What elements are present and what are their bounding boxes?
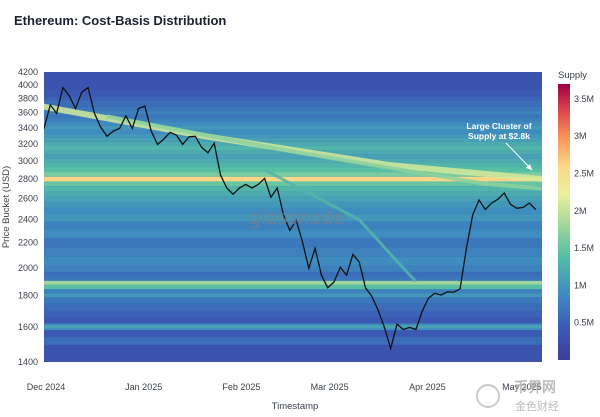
cluster-trail: [106, 114, 542, 191]
heatmap-band: [44, 100, 542, 104]
heatmap-band: [44, 93, 542, 97]
heatmap-band: [44, 265, 542, 272]
x-tick-label: Feb 2025: [222, 382, 260, 392]
heatmap-band: [44, 167, 542, 173]
corner-logo-subtext: 金色财经: [515, 399, 559, 413]
heatmap-band: [44, 110, 542, 115]
x-axis-ticks: Dec 2024 Jan 2025 Feb 2025 Mar 2025 Apr 2025…: [27, 382, 542, 392]
y-axis-ticks: 1400 1600 1800 2000 2200 2400 2600 2800 3000 3200…: [18, 67, 38, 367]
heatmap-band: [44, 129, 542, 134]
heatmap-band: [44, 137, 542, 142]
y-tick-label: 2200: [18, 238, 38, 248]
heatmap-stripe: [44, 177, 542, 181]
heatmap-band: [44, 293, 542, 298]
cluster-trail: [263, 168, 417, 283]
heatmap-band: [44, 122, 542, 126]
y-tick-label: 2000: [18, 263, 38, 273]
y-tick-label: 3400: [18, 123, 38, 133]
heatmap-band: [44, 344, 542, 362]
eth-price-line: [44, 86, 537, 351]
heatmap-band: [44, 114, 542, 119]
colorbar-tick-label: 0.5M: [574, 318, 594, 328]
heatmap-band: [44, 125, 542, 130]
heatmap-band: [44, 289, 542, 294]
y-tick-label: 1800: [18, 291, 38, 301]
heatmap-band: [44, 107, 542, 111]
colorbar-ticks: 0.5M 1M 1.5M 2M 2.5M 3M 3.5M: [574, 94, 594, 328]
heatmap-band: [44, 310, 542, 318]
heatmap-band: [44, 103, 542, 108]
y-tick-label: 3000: [18, 156, 38, 166]
y-tick-label: 3600: [18, 108, 38, 118]
colorbar-tick-label: 1M: [574, 280, 587, 290]
corner-logo-text: 币界网: [514, 380, 556, 396]
heatmap-band: [44, 72, 542, 87]
heatmap-band: [44, 214, 542, 222]
chart-title: Ethereum: Cost-Basis Distribution: [14, 13, 227, 28]
x-tick-label: May 2025: [502, 382, 542, 392]
heatmap-band: [44, 330, 542, 337]
heatmap-band: [44, 172, 542, 177]
heatmap-band: [44, 237, 542, 248]
y-tick-label: 4200: [18, 67, 38, 77]
colorbar-tick-label: 3.5M: [574, 94, 594, 104]
heatmap-band: [44, 297, 542, 304]
y-tick-label: 2400: [18, 215, 38, 225]
heatmap-band: [44, 163, 542, 168]
x-tick-label: Dec 2024: [27, 382, 66, 392]
y-tick-label: 3800: [18, 93, 38, 103]
heatmap-band: [44, 141, 542, 146]
colorbar-tick-label: 1.5M: [574, 243, 594, 253]
heatmap-band: [44, 186, 542, 192]
colorbar-label: Supply: [558, 70, 587, 81]
x-tick-label: Apr 2025: [409, 382, 446, 392]
heatmap-stripe: [44, 197, 542, 201]
annotation-arrowhead: [526, 164, 532, 170]
heatmap-band: [44, 271, 542, 277]
corner-logo: 币界网 金色财经: [476, 380, 559, 413]
y-tick-label: 2600: [18, 194, 38, 204]
heatmap-band: [44, 207, 542, 215]
cost-basis-diagonal-cluster: [44, 103, 542, 283]
annotation-line2: Supply at $2.8k: [468, 131, 530, 141]
y-tick-label: 3200: [18, 139, 38, 149]
heatmap-band: [44, 86, 542, 90]
heatmap-band: [44, 89, 542, 94]
heatmap-band: [44, 154, 542, 159]
heatmap-band: [44, 303, 542, 311]
heatmap-band: [44, 247, 542, 257]
y-tick-label: 1600: [18, 322, 38, 332]
heatmap-band: [44, 256, 542, 266]
heatmap-band: [44, 133, 542, 138]
colorbar-tick-label: 3M: [574, 131, 587, 141]
heatmap-band: [44, 201, 542, 208]
heatmap-band: [44, 317, 542, 324]
heatmap-band: [44, 158, 542, 164]
heatmap-stripe: [44, 281, 542, 285]
heatmap-band: [44, 276, 542, 281]
heatmap-band: [44, 284, 542, 290]
y-tick-label: 1400: [18, 357, 38, 367]
colorbar-tick-label: 2M: [574, 206, 587, 216]
annotation-arrow: [505, 142, 533, 171]
x-tick-label: Jan 2025: [125, 382, 162, 392]
y-axis-label: Price Bucket (USD): [1, 166, 12, 248]
heatmap-band: [44, 96, 542, 101]
glassnode-watermark: glassnode: [249, 207, 345, 229]
annotation-line1: Large Cluster of: [466, 121, 531, 131]
heatmap-band: [44, 191, 542, 197]
heatmap-stripe: [44, 325, 542, 329]
y-tick-label: 2800: [18, 174, 38, 184]
heatmap-band: [44, 336, 542, 345]
x-tick-label: Mar 2025: [311, 382, 349, 392]
colorbar-tick-label: 2.5M: [574, 169, 594, 179]
colorbar: [558, 84, 570, 360]
y-tick-label: 4000: [18, 80, 38, 90]
heatmap-band: [44, 118, 542, 123]
x-axis-label: Timestamp: [272, 401, 319, 412]
heatmap-band: [44, 229, 542, 238]
